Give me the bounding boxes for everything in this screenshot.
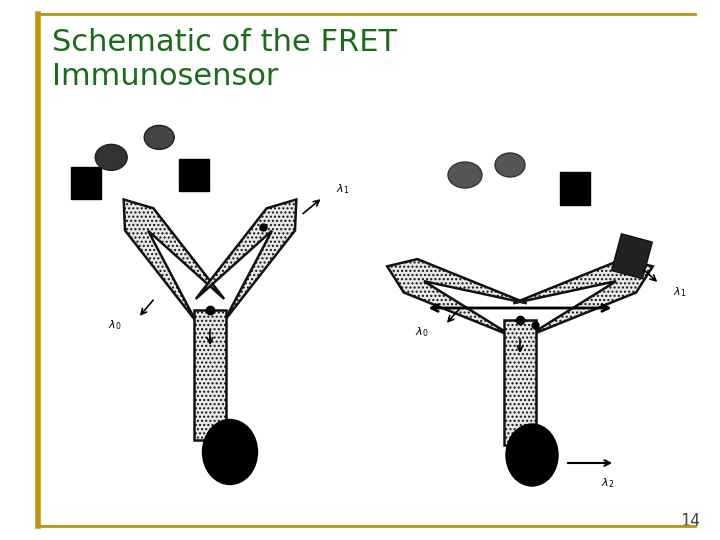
Ellipse shape bbox=[95, 144, 127, 171]
Text: $\lambda_1$: $\lambda_1$ bbox=[336, 183, 349, 196]
Bar bbox=[560, 172, 590, 205]
Text: $\lambda_2$: $\lambda_2$ bbox=[601, 476, 615, 490]
Polygon shape bbox=[194, 310, 226, 440]
Bar bbox=[179, 159, 210, 191]
Bar bbox=[71, 167, 102, 199]
Text: 14: 14 bbox=[680, 512, 700, 530]
Polygon shape bbox=[124, 199, 224, 321]
Ellipse shape bbox=[144, 125, 174, 150]
Polygon shape bbox=[196, 199, 297, 321]
Text: Immunosensor: Immunosensor bbox=[52, 62, 279, 91]
Ellipse shape bbox=[506, 424, 558, 486]
Polygon shape bbox=[513, 259, 653, 336]
Text: $\lambda_1$: $\lambda_1$ bbox=[672, 285, 686, 299]
Ellipse shape bbox=[495, 153, 525, 177]
Ellipse shape bbox=[448, 162, 482, 188]
Bar bbox=[611, 234, 652, 279]
Ellipse shape bbox=[202, 420, 258, 484]
Polygon shape bbox=[504, 320, 536, 445]
Polygon shape bbox=[387, 259, 527, 336]
Text: $\lambda_0$: $\lambda_0$ bbox=[108, 318, 122, 332]
Text: Schematic of the FRET: Schematic of the FRET bbox=[52, 28, 397, 57]
Text: $\lambda_0$: $\lambda_0$ bbox=[415, 325, 428, 339]
